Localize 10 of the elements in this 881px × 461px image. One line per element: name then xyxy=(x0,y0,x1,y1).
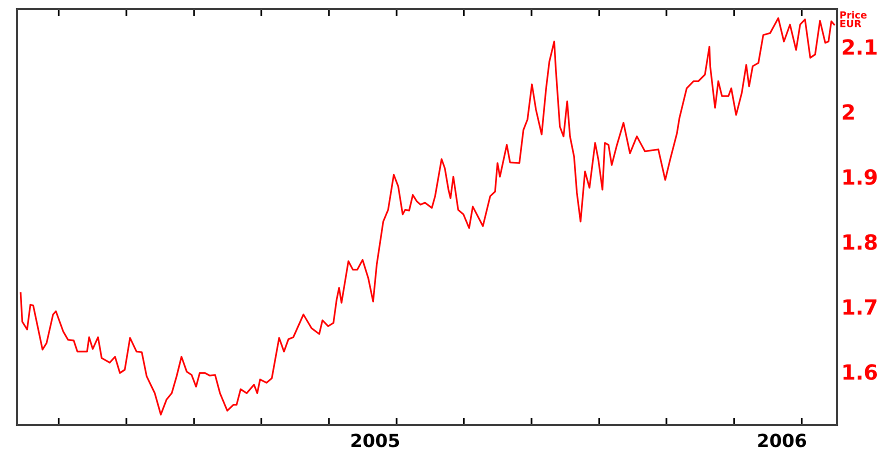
y-tick-label: 1.6 xyxy=(844,364,877,380)
y-tick-label: 2.1 xyxy=(842,39,877,55)
y-axis-title: Price EUR xyxy=(840,11,867,28)
y-tick-label: 2 xyxy=(842,104,854,120)
x-tick-label: 2006 xyxy=(758,434,806,448)
line-series xyxy=(20,17,835,416)
x-tick-label: 2005 xyxy=(351,434,400,448)
y-tick-label: 1.9 xyxy=(844,169,877,185)
y-tick-label: 1.7 xyxy=(844,299,876,315)
y-tick-label: 1.8 xyxy=(844,234,877,250)
